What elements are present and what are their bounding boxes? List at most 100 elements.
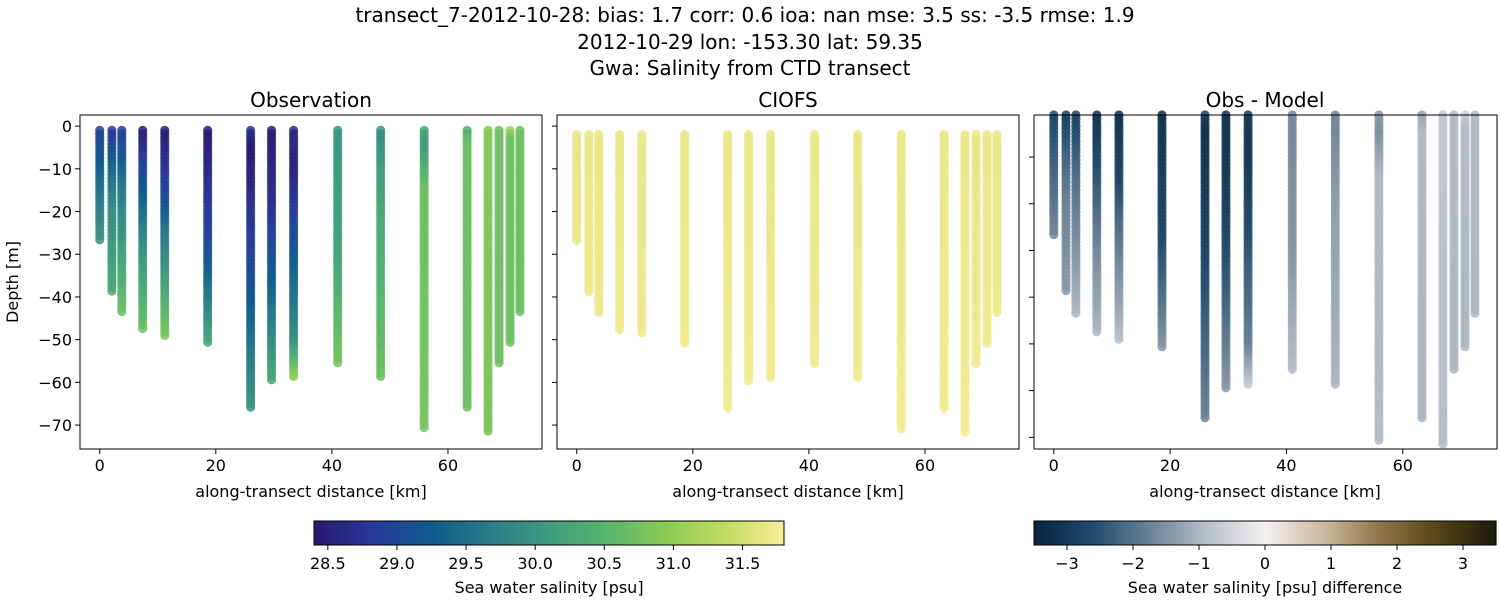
colorbar-segment — [1291, 521, 1297, 545]
colorbar-segment — [1476, 521, 1482, 545]
station-column — [419, 125, 429, 433]
colorbar-segment — [1045, 521, 1050, 545]
colorbar-segment — [576, 521, 581, 545]
data-point — [765, 372, 776, 382]
colorbar-segment — [725, 521, 730, 545]
station-column — [594, 130, 604, 317]
station-column — [1330, 110, 1340, 389]
colorbar-segment — [1176, 521, 1181, 545]
colorbar-segment — [529, 521, 534, 545]
colorbar-segment — [1318, 521, 1324, 545]
colorbar-segment — [325, 521, 331, 545]
colorbar-segment — [513, 521, 519, 545]
colorbar-segment — [1149, 521, 1154, 545]
colorbar-segment — [411, 521, 417, 545]
colorbar-segment — [337, 521, 343, 545]
data-point — [203, 337, 213, 347]
colorbar-segment — [1372, 521, 1378, 545]
station-column — [960, 130, 970, 437]
colorbar-segment — [701, 521, 707, 545]
colorbar-segment — [686, 521, 691, 545]
xlabel-ciofs: along-transect distance [km] — [672, 482, 903, 501]
colorbar-segment — [1395, 521, 1401, 545]
data-point — [680, 338, 690, 348]
colorbar-segment — [752, 521, 758, 545]
colorbar-segment — [780, 521, 785, 545]
data-point — [266, 375, 277, 385]
colorbar-segment — [1057, 521, 1062, 545]
colorbar-segment — [568, 521, 574, 545]
data-point — [896, 423, 906, 434]
colorbar-segment — [549, 521, 554, 545]
data-point — [1061, 286, 1071, 296]
x-tick-label: 0 — [572, 456, 582, 475]
colorbar-segment — [1426, 521, 1432, 545]
ylabel: Depth [m] — [3, 241, 22, 323]
colorbar-segment — [1322, 521, 1328, 545]
colorbar-segment — [1384, 521, 1389, 545]
colorbar-tick-label: 31.5 — [725, 554, 761, 573]
data-point — [483, 426, 493, 436]
colorbar-segment — [1461, 521, 1466, 545]
colorbar-segment — [388, 521, 393, 545]
colorbar-segment — [654, 521, 660, 545]
colorbar-segment — [361, 521, 366, 545]
colorbar-segment — [1392, 521, 1397, 545]
colorbar-segment — [556, 521, 562, 545]
colorbar-segment — [353, 521, 358, 545]
colorbar-segment — [1295, 521, 1301, 545]
colorbar-segment — [380, 521, 386, 545]
colorbar-segment — [368, 521, 374, 545]
colorbar-segment — [580, 521, 585, 545]
station-column — [1470, 110, 1480, 318]
colorbar-segment — [1126, 521, 1131, 545]
station-column — [1287, 110, 1297, 374]
colorbar-segment — [1238, 521, 1243, 545]
colorbar-segment — [1419, 521, 1424, 545]
colorbar-segment — [1087, 521, 1093, 545]
colorbar-segment — [643, 521, 648, 545]
colorbar-segment — [1311, 521, 1316, 545]
colorbar-segment — [1399, 521, 1405, 545]
data-point — [853, 372, 863, 382]
data-point — [1470, 308, 1480, 318]
y-tick-label: −30 — [38, 245, 72, 264]
colorbar-segment — [1188, 521, 1193, 545]
colorbar-segment — [1068, 521, 1074, 545]
colorbar-segment — [729, 521, 734, 545]
colorbar-segment — [482, 521, 487, 545]
colorbar-segment — [599, 521, 605, 545]
colorbar-segment — [1272, 521, 1278, 545]
plot-frame — [1033, 114, 1498, 450]
colorbar-segment — [329, 521, 335, 545]
plot-frame — [79, 114, 543, 450]
station-column — [160, 125, 170, 340]
x-tick-label: 0 — [1049, 456, 1059, 475]
data-point — [1374, 435, 1384, 445]
data-point — [810, 358, 820, 369]
data-point — [939, 403, 949, 413]
colorbar-segment — [490, 521, 495, 545]
colorbar-segment — [1299, 521, 1305, 545]
colorbar-segment — [737, 521, 742, 545]
colorbar-segment — [1484, 521, 1489, 545]
colorbar-segment — [1226, 521, 1231, 545]
station-column — [107, 125, 117, 296]
data-point — [992, 307, 1002, 317]
colorbar-segment — [1214, 521, 1220, 545]
colorbar-segment — [372, 521, 378, 545]
data-point — [107, 286, 117, 296]
colorbar-segment — [1107, 521, 1112, 545]
colorbar-segment — [415, 521, 421, 545]
colorbar-segment — [1492, 521, 1497, 545]
colorbar-segment — [1230, 521, 1235, 545]
data-point — [117, 306, 127, 317]
colorbar-segment — [1265, 521, 1270, 545]
data-point — [246, 402, 256, 412]
colorbar-segment — [1326, 521, 1332, 545]
xlabel-difference: along-transect distance [km] — [1149, 482, 1380, 501]
x-tick-label: 40 — [799, 456, 819, 475]
colorbar-segment — [517, 521, 523, 545]
colorbar-tick-label: 2 — [1392, 554, 1402, 573]
colorbar-segment — [1445, 521, 1451, 545]
